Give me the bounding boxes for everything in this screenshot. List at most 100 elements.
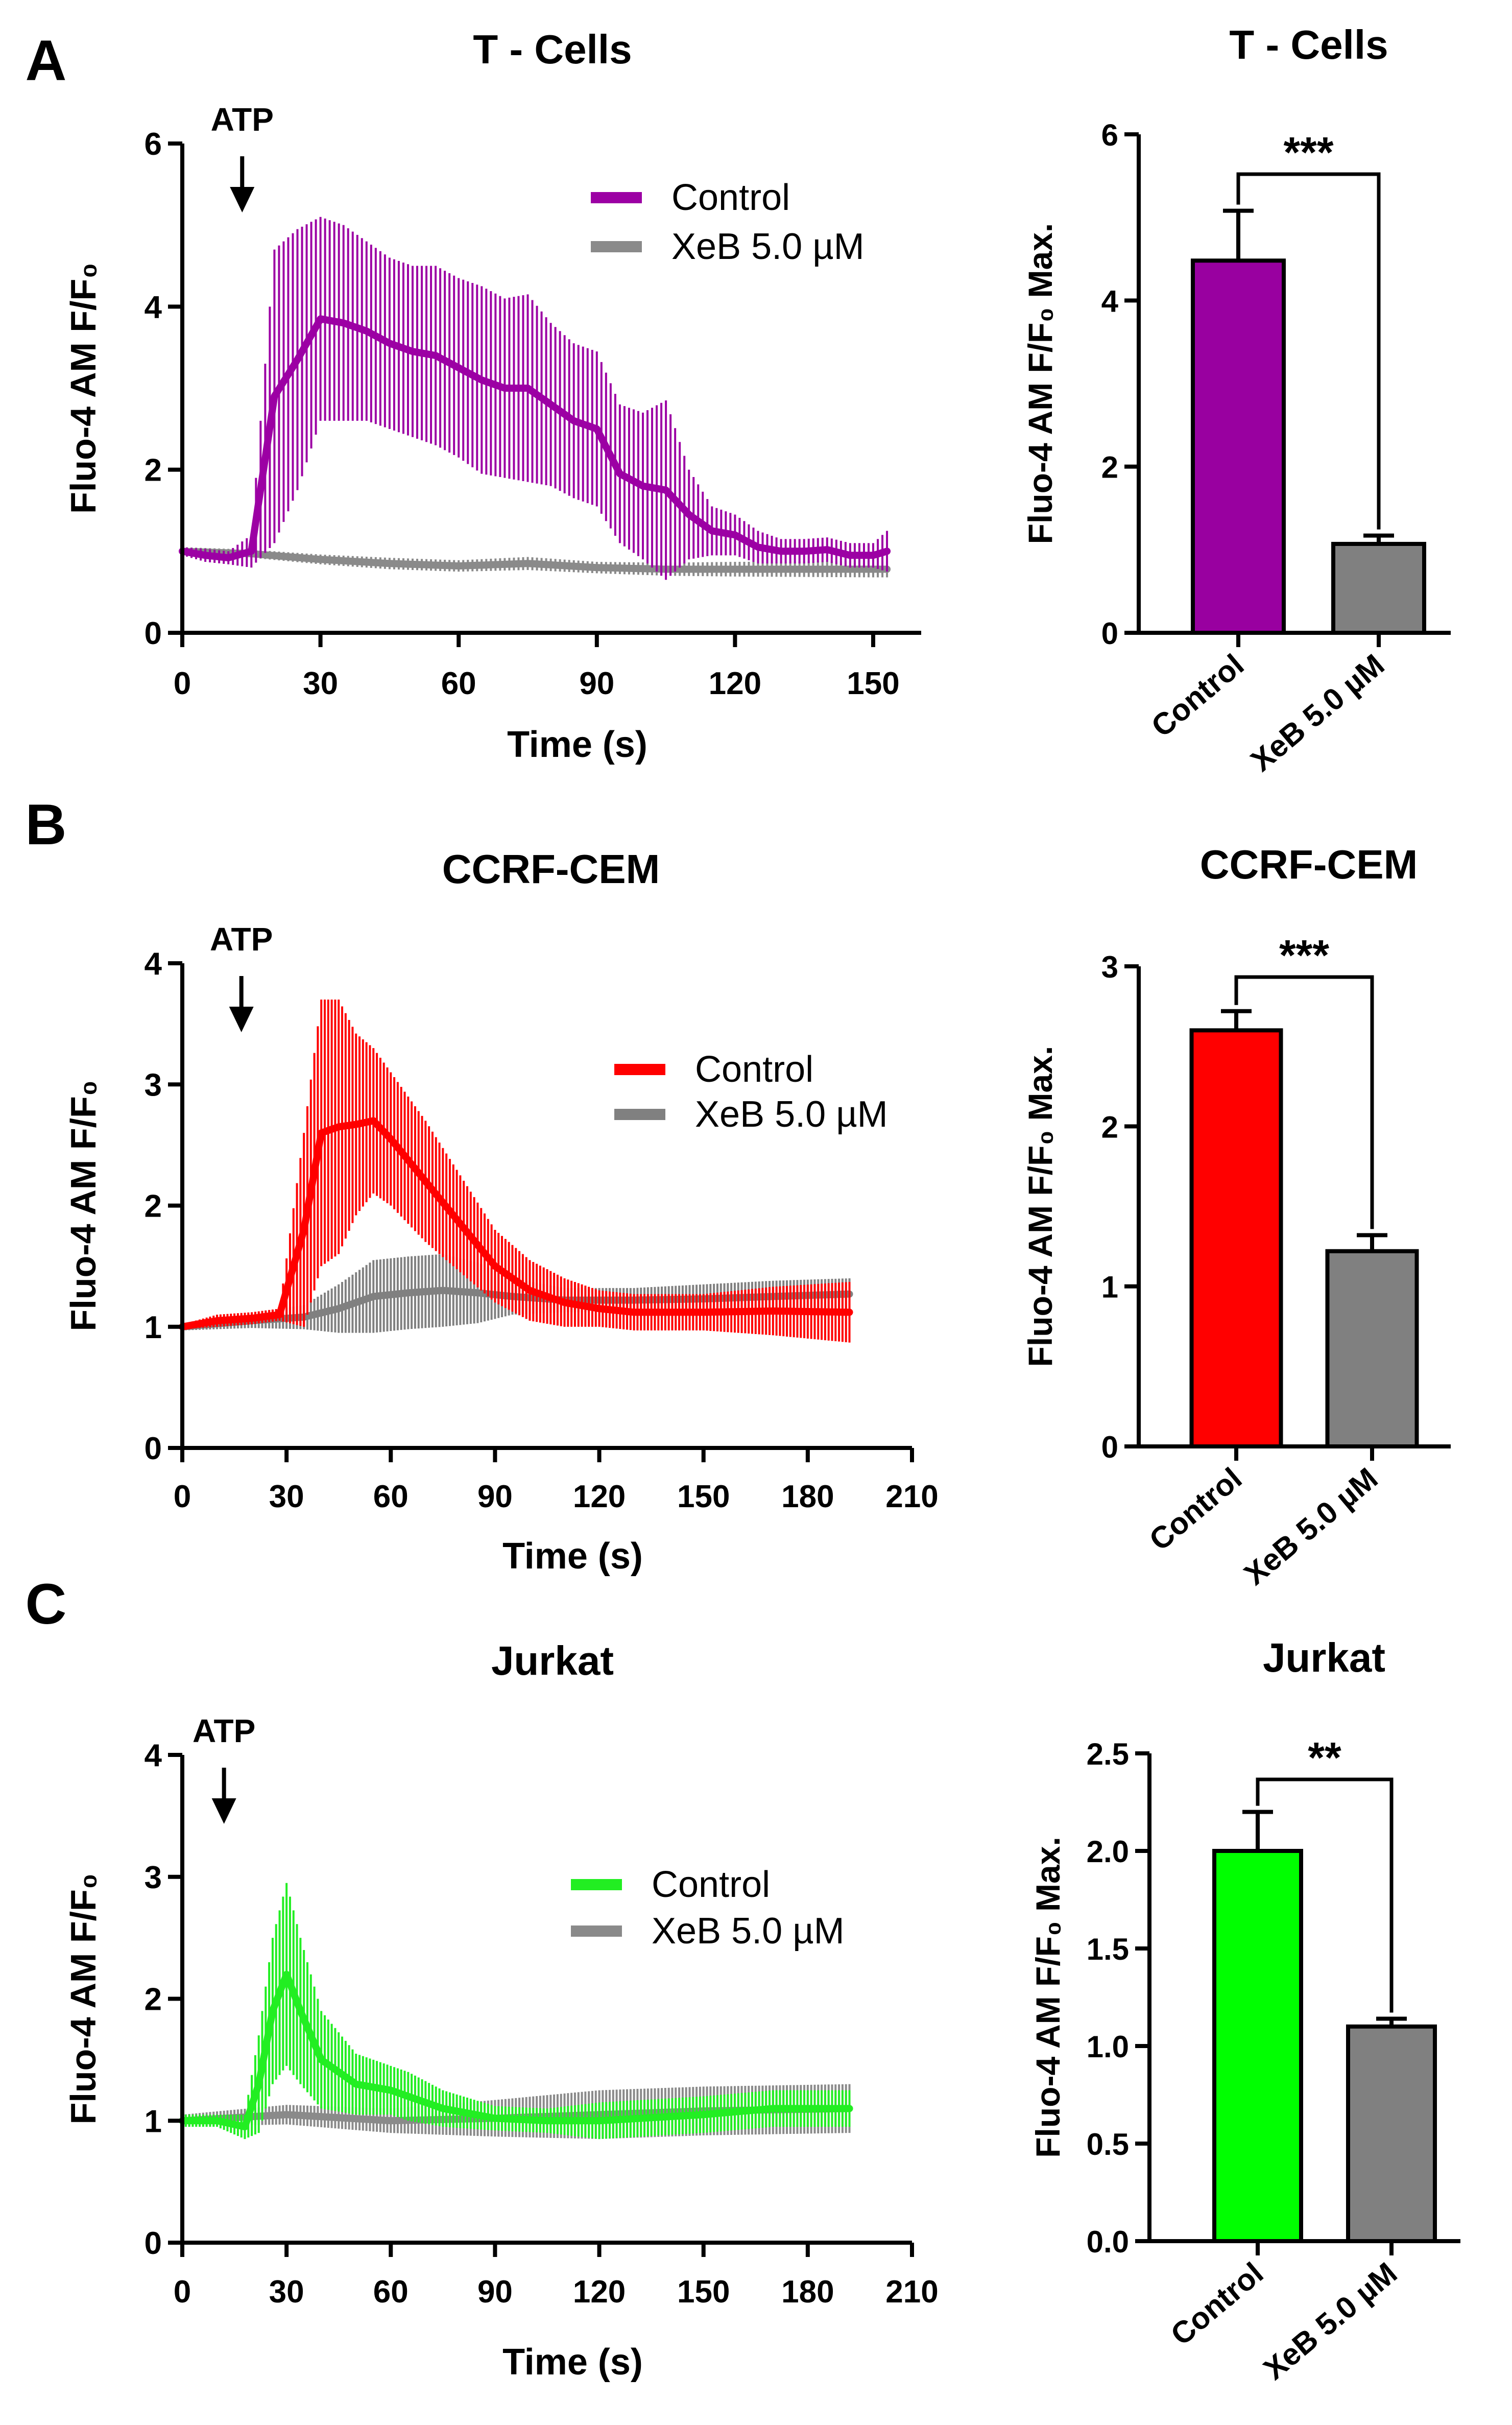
x-tick-label: 90 bbox=[477, 1479, 513, 1514]
x-tick-label: 60 bbox=[373, 2274, 409, 2310]
category-label: XeB 5.0 µM bbox=[1238, 1461, 1384, 1592]
y-tick-label: 4 bbox=[145, 1738, 162, 1773]
legend-label: Control bbox=[671, 177, 790, 218]
y-axis-label: Fluo-4 AM F/F₀ Max. bbox=[1021, 223, 1059, 544]
y-tick-label: 0 bbox=[145, 1431, 162, 1466]
y-tick-label: 0.0 bbox=[1087, 2225, 1129, 2259]
y-tick-label: 2.0 bbox=[1087, 1835, 1129, 1869]
y-tick-label: 1 bbox=[145, 2104, 162, 2139]
y-tick-label: 1 bbox=[1101, 1270, 1118, 1304]
legend-label: XeB 5.0 µM bbox=[671, 226, 865, 267]
y-tick-label: 0 bbox=[145, 2226, 162, 2261]
category-label: XeB 5.0 µM bbox=[1244, 648, 1391, 778]
time-course-chart: CCRF-CEM 0 1 2 3 4 0 30 60 90 120 150 180 210 Fluo-4 A… bbox=[63, 846, 939, 1577]
x-tick-label: 150 bbox=[677, 2274, 730, 2310]
x-tick-label: 120 bbox=[573, 1479, 626, 1514]
significance-bracket bbox=[1234, 975, 1374, 1229]
legend-label: Control bbox=[652, 1864, 770, 1905]
x-axis-label: Time (s) bbox=[502, 2342, 643, 2383]
y-axis-label: Fluo-4 AM F/F₀ bbox=[63, 1080, 103, 1332]
bar-0 bbox=[1189, 1028, 1283, 1449]
x-tick-label: 210 bbox=[885, 1479, 938, 1514]
significance-bracket bbox=[1236, 172, 1381, 530]
atp-arrow-icon bbox=[230, 187, 255, 212]
y-tick-label: 2 bbox=[145, 453, 162, 488]
y-tick-label: 1.5 bbox=[1087, 1932, 1129, 1966]
x-tick-label: 0 bbox=[174, 666, 191, 701]
y-axis-label: Fluo-4 AM F/F₀ bbox=[63, 263, 103, 514]
y-tick-label: 2 bbox=[1101, 1110, 1118, 1144]
chart-title: T - Cells bbox=[473, 27, 632, 72]
y-tick-label: 2 bbox=[145, 1982, 162, 2017]
y-tick-label: 0 bbox=[145, 616, 162, 651]
bar-1 bbox=[1346, 2024, 1437, 2244]
y-tick-label: 2 bbox=[1101, 450, 1118, 485]
atp-arrow-icon bbox=[229, 1007, 254, 1032]
bar-0 bbox=[1212, 1849, 1303, 2243]
x-tick-label: 0 bbox=[174, 1479, 191, 1514]
x-tick-label: 120 bbox=[709, 666, 761, 701]
y-tick-label: 1 bbox=[145, 1310, 162, 1345]
series-line-1 bbox=[179, 548, 891, 573]
y-tick-label: 4 bbox=[145, 946, 162, 982]
x-tick-label: 60 bbox=[373, 1479, 409, 1514]
time-course-chart: Jurkat 0 1 2 3 4 0 30 60 90 120 150 180 210 Fluo-4 AM … bbox=[63, 1638, 939, 2383]
legend-label: Control bbox=[695, 1049, 813, 1090]
y-tick-label: 6 bbox=[1101, 118, 1118, 152]
x-tick-label: 150 bbox=[847, 666, 899, 701]
panel-letter: A bbox=[26, 29, 67, 92]
x-tick-label: 30 bbox=[303, 666, 338, 701]
y-tick-label: 3 bbox=[145, 1067, 162, 1103]
y-tick-label: 4 bbox=[1101, 284, 1119, 318]
y-tick-label: 1.0 bbox=[1087, 2030, 1129, 2064]
y-tick-label: 2.5 bbox=[1087, 1737, 1129, 1771]
significance-stars: *** bbox=[1279, 931, 1329, 979]
y-tick-label: 3 bbox=[1101, 950, 1118, 984]
atp-label: ATP bbox=[210, 921, 273, 958]
y-tick-label: 6 bbox=[145, 127, 162, 162]
x-tick-label: 180 bbox=[781, 1479, 834, 1514]
x-tick-label: 210 bbox=[885, 2274, 938, 2310]
panel-letter: B bbox=[26, 793, 67, 857]
category-label: XeB 5.0 µM bbox=[1257, 2256, 1404, 2387]
x-tick-label: 150 bbox=[677, 1479, 730, 1514]
x-tick-label: 90 bbox=[477, 2274, 513, 2310]
y-tick-label: 2 bbox=[145, 1189, 162, 1224]
atp-arrow-icon bbox=[211, 1798, 236, 1824]
legend-label: XeB 5.0 µM bbox=[652, 1911, 845, 1952]
x-tick-label: 30 bbox=[269, 1479, 304, 1514]
x-tick-label: 180 bbox=[781, 2274, 834, 2310]
bar-1 bbox=[1331, 541, 1426, 635]
chart-title: Jurkat bbox=[491, 1638, 614, 1683]
series-line-0 bbox=[179, 315, 891, 562]
legend-label: XeB 5.0 µM bbox=[695, 1094, 888, 1135]
y-tick-label: 0 bbox=[1101, 1430, 1118, 1464]
bar-0 bbox=[1191, 258, 1286, 635]
y-tick-label: 0 bbox=[1101, 616, 1118, 651]
y-tick-label: 4 bbox=[145, 290, 162, 325]
x-axis-label: Time (s) bbox=[507, 724, 647, 765]
chart-title: CCRF-CEM bbox=[1200, 842, 1418, 887]
atp-label: ATP bbox=[193, 1713, 255, 1749]
y-tick-label: 0.5 bbox=[1087, 2127, 1129, 2161]
panel-letter: C bbox=[26, 1572, 67, 1636]
y-axis-label: Fluo-4 AM F/F₀ bbox=[63, 1873, 103, 2125]
x-tick-label: 120 bbox=[573, 2274, 626, 2310]
category-label: Control bbox=[1145, 648, 1250, 744]
category-label: Control bbox=[1164, 2256, 1269, 2352]
x-tick-label: 90 bbox=[579, 666, 614, 701]
x-tick-label: 30 bbox=[269, 2274, 304, 2310]
significance-bracket bbox=[1256, 1777, 1394, 2013]
significance-stars: ** bbox=[1308, 1733, 1341, 1781]
category-label: Control bbox=[1143, 1461, 1248, 1557]
y-axis-label: Fluo-4 AM F/F₀ Max. bbox=[1021, 1046, 1059, 1367]
chart-title: T - Cells bbox=[1229, 22, 1388, 67]
x-axis-label: Time (s) bbox=[502, 1536, 643, 1577]
y-axis-label: Fluo-4 AM F/F₀ Max. bbox=[1029, 1837, 1067, 2158]
x-tick-label: 0 bbox=[174, 2274, 191, 2310]
significance-stars: *** bbox=[1283, 128, 1333, 176]
